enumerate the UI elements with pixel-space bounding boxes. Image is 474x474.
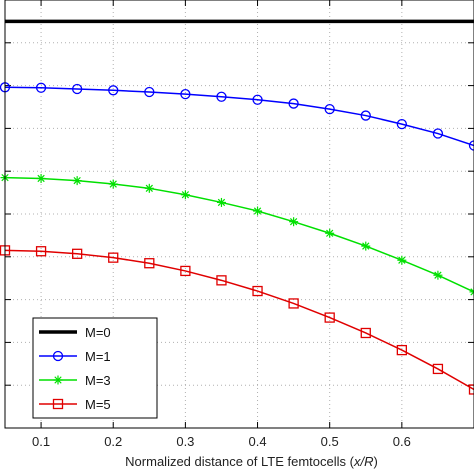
circle-marker (360, 110, 371, 121)
series-lines (0, 19, 474, 395)
asterisk-marker (144, 183, 154, 193)
series-markers-m-1 (0, 82, 474, 151)
circle-marker (52, 350, 64, 362)
asterisk-marker (216, 197, 226, 207)
series-markers-m-5 (0, 245, 474, 395)
square-marker (468, 384, 474, 395)
x-tick-label: 0.4 (248, 434, 266, 449)
square-marker (108, 252, 119, 263)
legend: M=0 M=1 M=3 M=5 (32, 317, 158, 419)
asterisk-marker (53, 375, 63, 385)
square-marker (252, 285, 263, 297)
square-marker (432, 363, 444, 375)
square-marker (180, 265, 191, 277)
square-marker (324, 312, 335, 323)
x-tick-label: 0.1 (32, 434, 50, 449)
asterisk-marker (72, 176, 82, 186)
circle-marker (252, 94, 263, 105)
legend-label-m-0: M=0 (85, 325, 111, 340)
square-marker (288, 298, 299, 309)
circle-marker (468, 140, 474, 151)
square-marker (35, 246, 47, 257)
square-marker (216, 275, 227, 286)
x-ticks: 0.1 0.2 0.3 0.4 0.5 0.6 (32, 0, 411, 449)
legend-label-m-1: M=1 (85, 349, 111, 364)
circle-marker (35, 82, 47, 93)
circle-marker (108, 85, 119, 96)
square-marker (360, 327, 371, 339)
square-marker (72, 248, 83, 259)
asterisk-marker (325, 228, 335, 238)
legend-label-m-5: M=5 (85, 397, 111, 412)
y-ticks (5, 42, 474, 386)
circle-marker (180, 89, 191, 100)
square-marker (52, 398, 64, 410)
square-marker (396, 344, 407, 356)
asterisk-marker (253, 206, 263, 216)
legend-label-m-3: M=3 (85, 373, 111, 388)
x-tick-label: 0.6 (393, 434, 411, 449)
plot-frame (4, 0, 474, 429)
asterisk-marker (433, 270, 443, 280)
asterisk-marker (180, 190, 190, 200)
asterisk-marker (289, 217, 299, 227)
series-line-m-5 (4, 249, 474, 391)
asterisk-marker (108, 179, 118, 189)
series-line-m-3 (4, 176, 474, 293)
circle-marker (324, 103, 335, 115)
asterisk-marker (469, 287, 474, 297)
circle-marker (144, 86, 155, 98)
x-tick-label: 0.5 (321, 434, 339, 449)
circle-marker (396, 118, 407, 130)
series-markers-m-3 (0, 173, 474, 297)
x-tick-label: 0.2 (104, 434, 122, 449)
x-axis-label: Normalized distance of LTE femtocells (x… (125, 454, 378, 469)
circle-marker (288, 98, 299, 109)
square-marker (144, 258, 155, 269)
asterisk-marker (361, 241, 371, 251)
series-line-m-1 (4, 86, 474, 147)
asterisk-marker (36, 173, 46, 183)
circle-marker (216, 91, 227, 102)
x-tick-label: 0.3 (176, 434, 194, 449)
circle-marker (432, 128, 444, 139)
circle-marker (72, 83, 83, 95)
asterisk-marker (397, 255, 407, 265)
